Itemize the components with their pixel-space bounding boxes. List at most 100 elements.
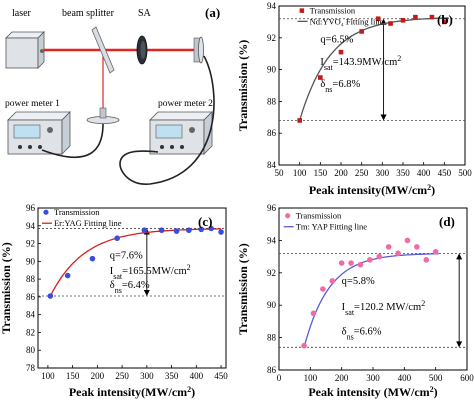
data-point xyxy=(141,227,148,234)
data-point xyxy=(297,118,302,123)
plot-frame xyxy=(278,5,466,166)
x-tick-label: 500 xyxy=(458,168,472,178)
plot-frame xyxy=(278,207,468,371)
x-tick-label: 600 xyxy=(460,373,474,383)
y-tick-label: 90 xyxy=(267,65,277,75)
label-sa: SA xyxy=(138,8,152,19)
x-tick-label: 350 xyxy=(396,168,410,178)
data-point xyxy=(158,227,165,234)
x-tick-label: 250 xyxy=(355,168,369,178)
y-tick-label: 88 xyxy=(267,96,277,106)
arrow-head-top xyxy=(456,253,463,260)
data-point xyxy=(423,257,430,263)
x-tick-label: 200 xyxy=(335,373,349,383)
data-point xyxy=(310,310,317,317)
legend-label-fit: Nd:YVO₄ Fitting line xyxy=(310,16,384,26)
x-tick-label: 0 xyxy=(277,373,282,383)
y-tick-label: 82 xyxy=(26,327,35,337)
data-point xyxy=(114,235,120,242)
x-tick-label: 200 xyxy=(334,168,348,178)
data-point xyxy=(404,237,411,244)
data-point xyxy=(64,272,71,279)
y-tick-label: 92 xyxy=(267,33,276,43)
y-tick-label: 86 xyxy=(267,365,277,375)
legend-marker xyxy=(285,213,291,219)
data-point xyxy=(318,75,323,80)
data-point xyxy=(413,14,418,20)
y-tick-label: 88 xyxy=(26,274,36,284)
x-axis-label: Peak intensity (MW/cm2) xyxy=(308,385,437,400)
panel-tag-d: (d) xyxy=(439,214,455,229)
annotation-2: δns=6.6% xyxy=(342,326,382,341)
data-point xyxy=(388,21,393,26)
data-point xyxy=(218,229,224,235)
x-axis-label: Peak intensity(MW/cm2) xyxy=(309,183,435,198)
x-tick-label: 100 xyxy=(293,168,307,178)
data-point xyxy=(442,19,447,25)
data-point xyxy=(385,244,392,250)
chart-tm-yap: 0 100 200 300 400 500 600 86 88 90 92 94 96 Peak inte… xyxy=(236,200,474,402)
panel-tag-b: (b) xyxy=(437,12,453,27)
y-tick-label: 92 xyxy=(26,239,35,249)
data-point xyxy=(89,255,96,262)
data-point xyxy=(395,250,401,257)
annotation-1: Isat=120.2 MW/cm2 xyxy=(342,299,426,317)
annotation-0: q=6.5% xyxy=(320,35,353,46)
data-point xyxy=(320,286,326,292)
chart-svg: 50 100 150 200 250 300 350 400 450 500 84 86 88 90 92 9… xyxy=(236,1,472,198)
legend-label-fit: Tm: YAP Fitting line xyxy=(296,222,368,232)
x-tick-label: 400 xyxy=(398,373,412,383)
x-tick-label: 350 xyxy=(165,371,179,381)
y-tick-label: 84 xyxy=(26,310,36,320)
data-point xyxy=(186,227,192,234)
x-tick-label: 250 xyxy=(115,371,129,381)
x-tick-label: 100 xyxy=(41,371,55,381)
y-tick-label: 80 xyxy=(26,345,36,355)
x-tick-label: 150 xyxy=(66,371,80,381)
legend-label-fit: Er:YAG Fitting line xyxy=(54,218,122,228)
annotation-1: Isat=165.5MW/cm2 xyxy=(110,262,191,280)
data-point xyxy=(208,225,214,232)
panel-tag-a: (a) xyxy=(205,5,220,20)
y-tick-label: 88 xyxy=(267,333,277,343)
y-tick-label: 94 xyxy=(267,1,277,11)
data-point xyxy=(429,14,435,20)
fitting-line xyxy=(49,228,222,297)
meter-head-2 xyxy=(193,36,204,64)
power-meter-2 xyxy=(149,111,213,155)
y-tick-label: 96 xyxy=(26,203,36,213)
data-point xyxy=(329,278,336,284)
x-axis-label: Peak intensity(MW/cm2) xyxy=(69,385,195,400)
annotation-2: δns=6.4% xyxy=(110,280,150,295)
cable-2 xyxy=(119,55,215,185)
laser-device xyxy=(5,31,45,69)
setup-diagram: laser beam splitter SA (a) power meter 1… xyxy=(0,0,237,200)
chart-er-yag: 100 150 200 250 300 350 400 450 78 80 82 84 86 88 90 92… xyxy=(0,200,237,402)
legend-label-transmission: Transmission xyxy=(296,211,342,221)
x-tick-label: 500 xyxy=(429,373,443,383)
y-tick-label: 86 xyxy=(26,292,36,302)
x-tick-label: 400 xyxy=(417,168,431,178)
annotation-0: q=7.6% xyxy=(110,251,143,262)
data-point xyxy=(367,257,373,263)
y-tick-label: 94 xyxy=(26,221,36,231)
annotation-1: Isat=143.9MW/cm2 xyxy=(320,53,401,71)
data-point xyxy=(432,248,439,255)
x-tick-label: 300 xyxy=(140,371,154,381)
legend-marker xyxy=(299,8,305,13)
x-tick-label: 50 xyxy=(275,168,285,178)
plot-frame xyxy=(37,207,227,369)
y-tick-label: 90 xyxy=(26,256,36,266)
chart-svg: 0 100 200 300 400 500 600 86 88 90 92 94 96 Peak inte… xyxy=(236,203,474,400)
setup-svg: laser beam splitter SA (a) power meter 1… xyxy=(5,5,220,185)
chart-svg: 100 150 200 250 300 350 400 450 78 80 82 84 86 88 90 92… xyxy=(0,203,228,400)
y-tick-label: 92 xyxy=(267,268,276,278)
arrow-head-bottom xyxy=(380,114,387,121)
y-tick-label: 96 xyxy=(267,203,277,213)
cable-1 xyxy=(41,123,104,159)
data-point xyxy=(376,253,383,260)
data-point xyxy=(198,226,205,233)
label-beam-splitter: beam splitter xyxy=(62,8,115,19)
y-tick-label: 78 xyxy=(26,363,36,373)
data-point xyxy=(338,49,344,55)
